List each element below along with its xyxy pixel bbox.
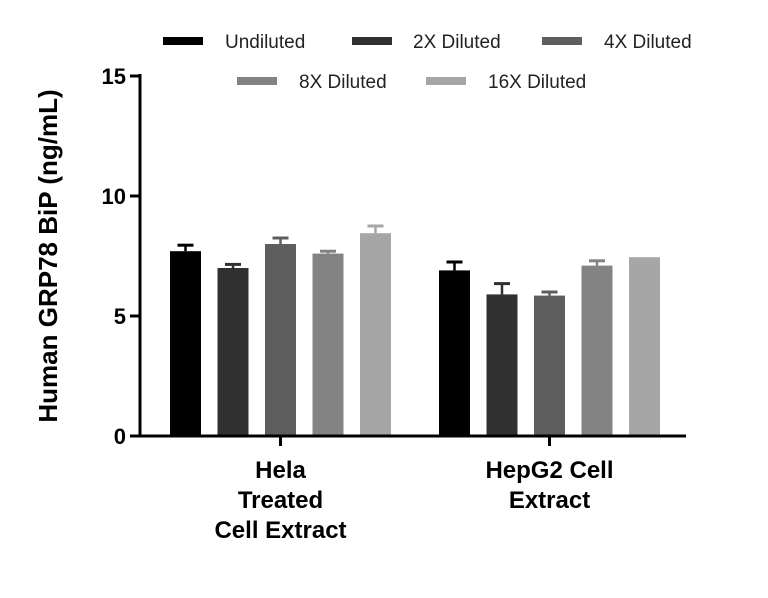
axes: 0 5 10 15 Hela Treated Cell Extract HepG2 Cell E… xyxy=(102,64,686,544)
bar xyxy=(312,253,344,436)
legend-swatch xyxy=(426,77,466,85)
y-tick-label: 5 xyxy=(114,304,126,329)
legend-label: 16X Diluted xyxy=(488,72,586,93)
x-tick-label: Hela Treated Cell Extract xyxy=(214,457,346,544)
bar xyxy=(581,265,613,436)
bar xyxy=(265,244,296,436)
y-tick-label: 15 xyxy=(102,64,126,89)
legend-swatch xyxy=(237,77,277,85)
bar xyxy=(439,270,470,436)
legend-label: 8X Diluted xyxy=(299,72,387,93)
y-tick-label: 10 xyxy=(102,184,126,209)
bar xyxy=(486,294,518,436)
legend: Undiluted 2X Diluted 4X Diluted 8X Diluted 1… xyxy=(163,32,692,93)
legend-swatch xyxy=(163,37,203,45)
y-tick-label: 0 xyxy=(114,424,126,449)
bars xyxy=(170,224,660,436)
legend-label: 2X Diluted xyxy=(413,32,501,53)
bar xyxy=(217,268,249,436)
x-tick-label: HepG2 Cell Extract xyxy=(485,457,613,514)
legend-swatch xyxy=(352,37,392,45)
bar xyxy=(170,251,201,436)
bar xyxy=(629,257,660,436)
y-axis-label: Human GRP78 BiP (ng/mL) xyxy=(33,89,63,422)
legend-label: 4X Diluted xyxy=(604,32,692,53)
legend-swatch xyxy=(542,37,582,45)
bar xyxy=(534,295,565,436)
bar xyxy=(360,233,391,436)
legend-label: Undiluted xyxy=(225,32,305,53)
